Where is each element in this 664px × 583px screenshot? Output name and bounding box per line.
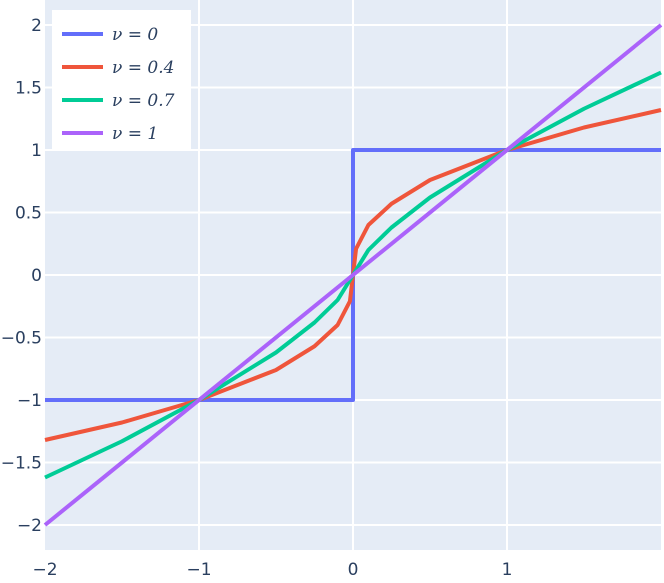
legend-label: ν = 0 <box>112 25 158 45</box>
series-line-3 <box>43 23 663 527</box>
y-tick-label: 0.5 <box>15 204 42 224</box>
tick-labels: −2 −1 0 1 2 1.5 1 0.5 0 −0.5 −1 −1.5 −2 <box>1 16 513 580</box>
series-lines <box>43 23 663 527</box>
y-tick-label: 1.5 <box>15 79 42 99</box>
y-tick-label: −2 <box>17 516 42 536</box>
y-tick-label: −1 <box>17 391 42 411</box>
x-tick-label: −1 <box>186 560 211 580</box>
x-tick-label: 0 <box>348 560 359 580</box>
x-tick-label: 1 <box>502 560 513 580</box>
legend-label: ν = 1 <box>112 124 158 144</box>
y-tick-label: −0.5 <box>1 329 42 349</box>
x-tick-label: −2 <box>32 560 57 580</box>
legend-label: ν = 0.7 <box>112 91 175 111</box>
y-tick-label: 1 <box>31 141 42 161</box>
y-tick-label: −1.5 <box>1 454 42 474</box>
legend-items: ν = 0 ν = 0.4 ν = 0.7 ν = 1 <box>62 25 175 144</box>
legend: ν = 0 ν = 0.4 ν = 0.7 ν = 1 <box>52 10 191 151</box>
y-tick-label: 0 <box>31 266 42 286</box>
legend-label: ν = 0.4 <box>112 58 174 78</box>
y-tick-label: 2 <box>31 16 42 36</box>
